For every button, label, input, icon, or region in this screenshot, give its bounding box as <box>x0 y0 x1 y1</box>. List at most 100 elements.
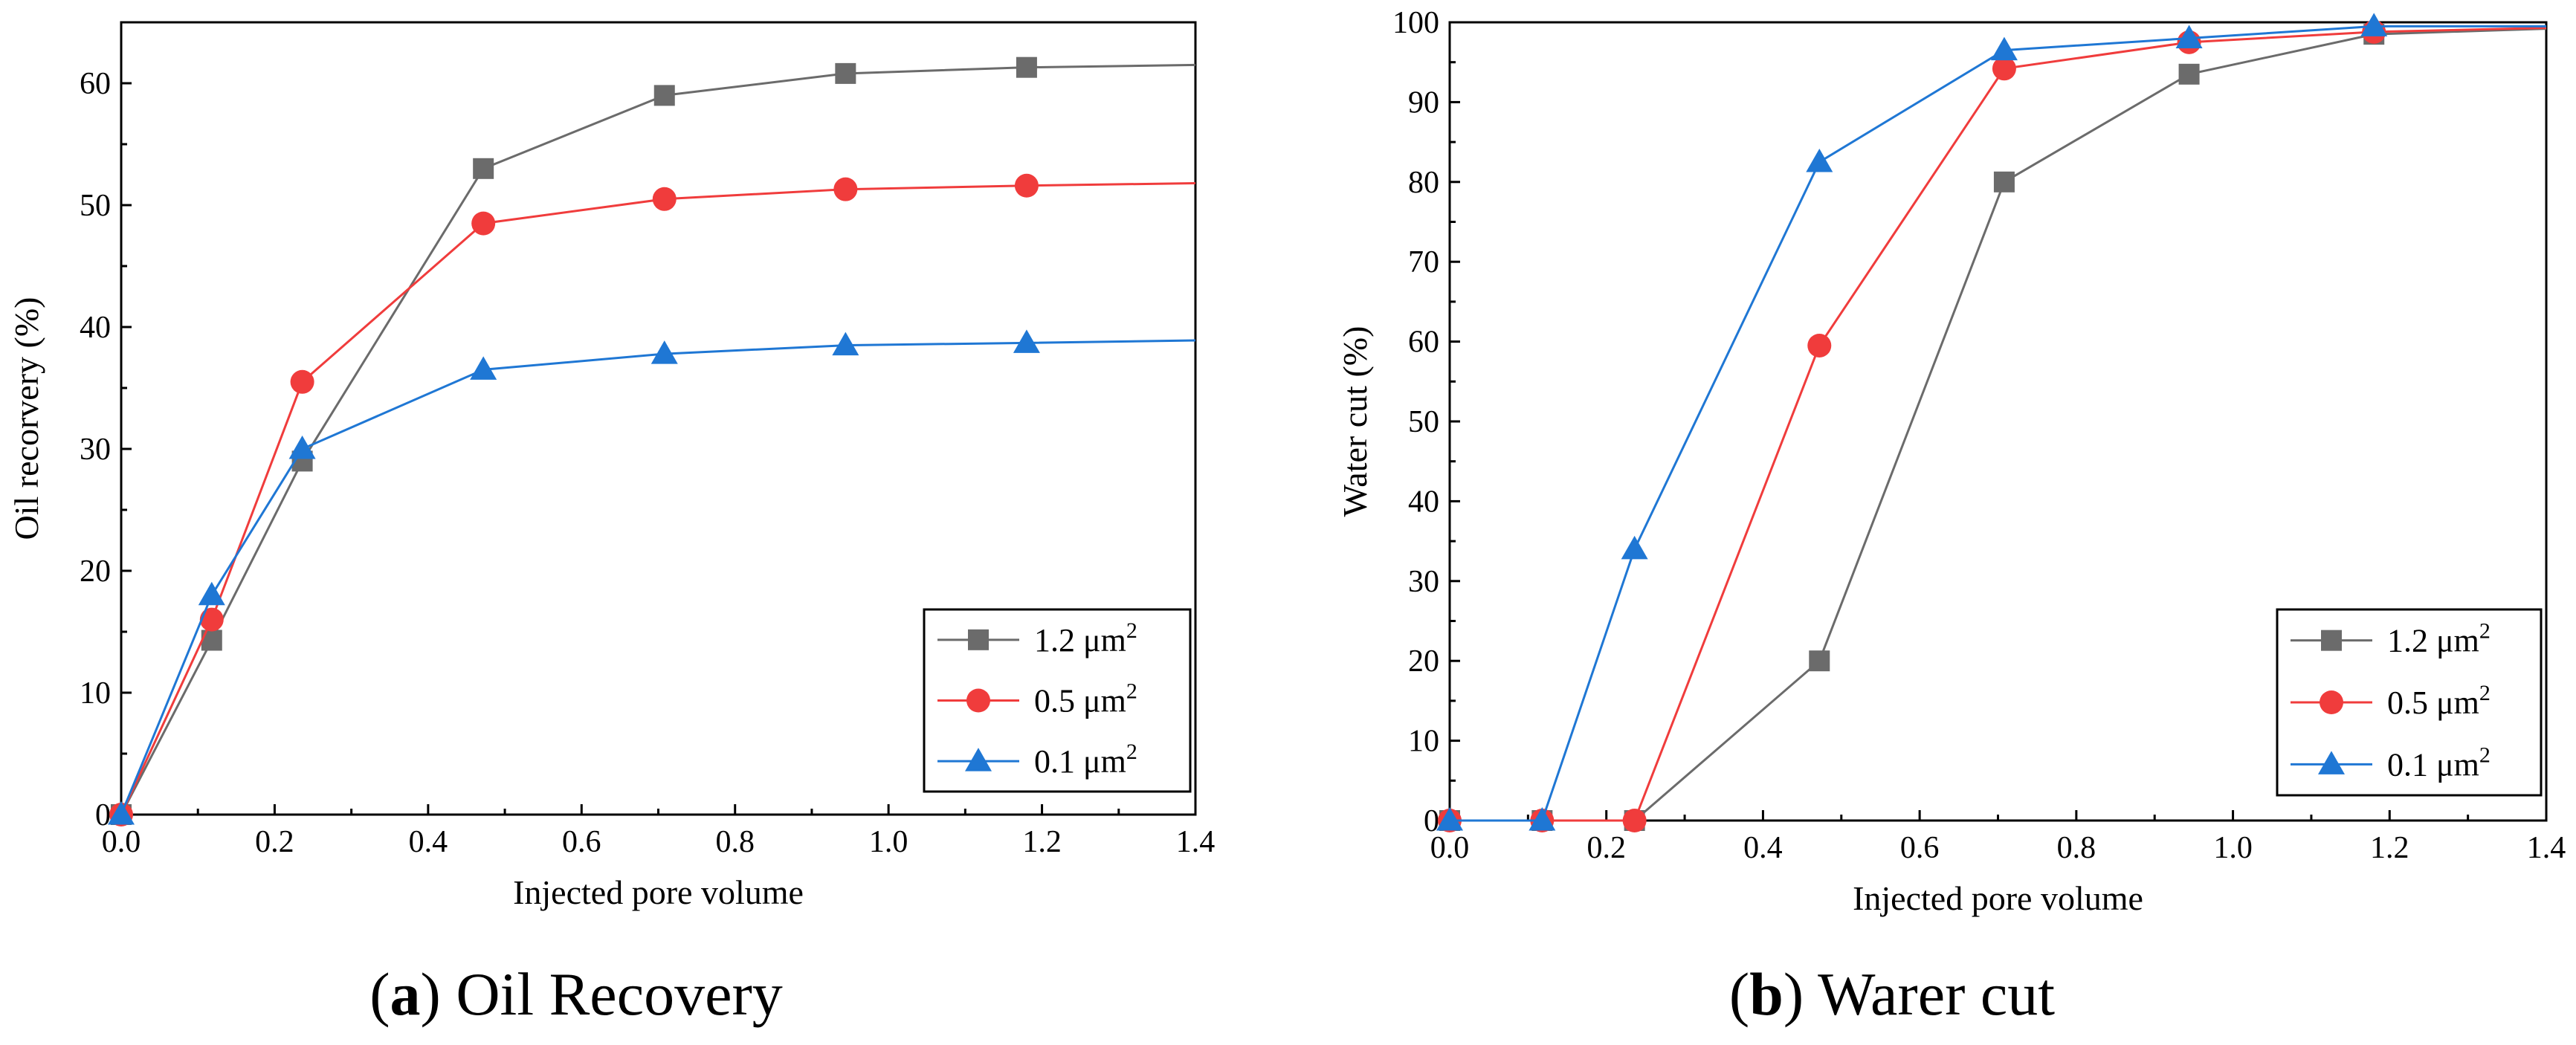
x-tick-label: 1.2 <box>2370 831 2409 865</box>
data-point <box>833 177 858 201</box>
data-point <box>198 581 225 606</box>
legend-label: 0.5 μm2 <box>1034 679 1137 719</box>
x-tick-label: 0.8 <box>715 825 755 859</box>
data-point <box>832 331 859 356</box>
data-point <box>199 607 224 632</box>
y-tick-label: 80 <box>1408 166 1439 200</box>
y-tick-label: 100 <box>1392 6 1439 40</box>
legend-superscript: 2 <box>1126 618 1137 643</box>
y-tick-label: 0 <box>1424 804 1439 838</box>
y-tick-label: 10 <box>80 676 111 711</box>
x-tick-label: 0.4 <box>1743 831 1783 865</box>
legend-label: 1.2 μm2 <box>1034 618 1137 659</box>
series-line <box>1450 25 2546 822</box>
x-tick-label: 0.2 <box>1586 831 1626 865</box>
caption-b: (b) Warer cut <box>1729 960 2055 1028</box>
y-tick-label: 90 <box>1408 85 1439 120</box>
data-point <box>2175 25 2203 48</box>
data-point <box>471 211 496 236</box>
series-line <box>120 339 1196 815</box>
data-point <box>288 436 316 459</box>
legend-marker <box>2320 690 2343 714</box>
y-tick-label: 60 <box>80 67 111 101</box>
series-2 <box>1436 13 2546 831</box>
y-tick-label: 20 <box>80 554 111 589</box>
series-line <box>1450 27 2547 822</box>
data-point <box>1014 173 1039 198</box>
data-point <box>1621 535 1648 560</box>
data-point <box>1806 148 1833 172</box>
caption-a-title: Oil Recovery <box>456 960 782 1028</box>
chart-oil-recovery: 0.0 0.2 0.4 0.6 0.8 1.0 1.2 1.4 0 10 20 30 40 50 60 Inj… <box>7 21 1216 911</box>
series-2 <box>108 329 1196 825</box>
x-tick-label: 1.2 <box>1022 825 1062 859</box>
data-point <box>1992 56 2016 81</box>
data-point <box>1807 333 1832 358</box>
y-tick-label: 0 <box>95 798 111 832</box>
y-tick-label: 40 <box>1408 485 1439 519</box>
legend-superscript: 2 <box>2479 619 2491 644</box>
caption-a: (a) Oil Recovery <box>369 960 783 1028</box>
x-tick-label: 0.4 <box>409 825 448 859</box>
x-tick-label: 0.2 <box>255 825 294 859</box>
data-point <box>1622 809 1647 832</box>
legend-superscript: 2 <box>1126 679 1137 704</box>
caption-a-label: a <box>390 960 421 1028</box>
y-tick-label: 60 <box>1408 326 1439 360</box>
x-tick-label: 0.0 <box>1430 831 1470 865</box>
y-tick-label: 70 <box>1408 245 1439 279</box>
legend-superscript: 2 <box>2479 742 2491 767</box>
y-tick-label: 50 <box>80 189 111 223</box>
x-axis-title: Injected pore volume <box>513 873 804 911</box>
data-point <box>1016 56 1037 78</box>
data-point <box>1436 807 1463 831</box>
x-tick-label: 1.4 <box>2527 831 2566 865</box>
y-tick-label: 30 <box>1408 565 1439 599</box>
y-tick-label: 30 <box>80 433 111 467</box>
series-line <box>120 63 1196 815</box>
data-point <box>1013 329 1040 353</box>
data-point <box>473 158 494 179</box>
legend-marker <box>2321 630 2342 651</box>
legend: 1.2 μm2 0.5 μm2 0.1 μm2 <box>2276 608 2543 797</box>
caption-b-label: b <box>1749 960 1783 1028</box>
y-tick-label: 40 <box>80 311 111 345</box>
data-point <box>108 801 135 825</box>
series-1 <box>109 173 1196 826</box>
y-axis-title: Water cut (%) <box>1336 326 1374 517</box>
y-tick-label: 10 <box>1408 725 1439 759</box>
data-point <box>1990 36 2018 61</box>
caption-b-title: Warer cut <box>1818 960 2055 1028</box>
data-point <box>1993 171 2015 192</box>
data-point <box>1529 807 1556 831</box>
series-line <box>120 181 1196 815</box>
data-point <box>651 340 678 364</box>
x-tick-label: 1.0 <box>2213 831 2253 865</box>
legend-marker <box>966 688 990 713</box>
legend-marker <box>965 748 992 771</box>
x-tick-label: 0.8 <box>2057 831 2096 865</box>
data-point <box>290 369 314 394</box>
x-tick-label: 0.0 <box>102 825 141 859</box>
legend-label: 0.1 μm2 <box>1034 740 1137 780</box>
y-tick-label: 50 <box>1408 405 1439 439</box>
legend-label: 1.2 μm2 <box>2387 619 2491 659</box>
x-axis-title: Injected pore volume <box>1853 879 2143 917</box>
data-point <box>652 187 677 211</box>
x-tick-label: 1.4 <box>1176 825 1216 859</box>
data-point <box>2360 13 2388 36</box>
data-point <box>2178 63 2200 85</box>
data-point <box>835 62 856 84</box>
chart-water-cut: 0.0 0.2 0.4 0.6 0.8 1.0 1.2 1.4 0 10 20 30 40 50 60 70 8… <box>1336 6 2566 917</box>
legend-label: 0.1 μm2 <box>2387 742 2491 783</box>
y-axis-title: Oil recorvery (%) <box>7 297 45 540</box>
x-tick-label: 0.6 <box>562 825 601 859</box>
data-point <box>653 85 675 106</box>
y-tick-label: 20 <box>1408 644 1439 679</box>
legend-superscript: 2 <box>1126 740 1137 764</box>
data-point <box>470 356 497 380</box>
legend-marker <box>968 629 989 650</box>
data-point <box>1809 650 1830 672</box>
legend-superscript: 2 <box>2479 681 2491 705</box>
